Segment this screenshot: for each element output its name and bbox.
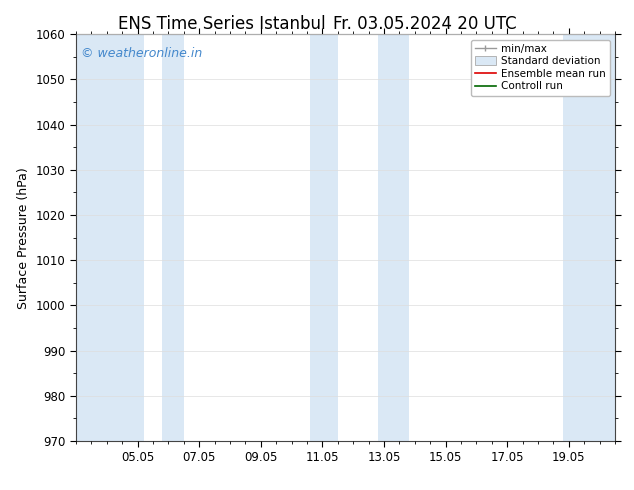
Text: © weatheronline.in: © weatheronline.in (81, 47, 203, 59)
Y-axis label: Surface Pressure (hPa): Surface Pressure (hPa) (17, 167, 30, 309)
Bar (310, 34, 338, 441)
Text: Fr. 03.05.2024 20 UTC: Fr. 03.05.2024 20 UTC (333, 15, 517, 33)
Bar (76, 34, 144, 441)
Bar (378, 34, 409, 441)
Text: ENS Time Series Istanbul: ENS Time Series Istanbul (118, 15, 326, 33)
Legend: min/max, Standard deviation, Ensemble mean run, Controll run: min/max, Standard deviation, Ensemble me… (470, 40, 610, 96)
Bar (162, 34, 184, 441)
Bar (562, 34, 615, 441)
